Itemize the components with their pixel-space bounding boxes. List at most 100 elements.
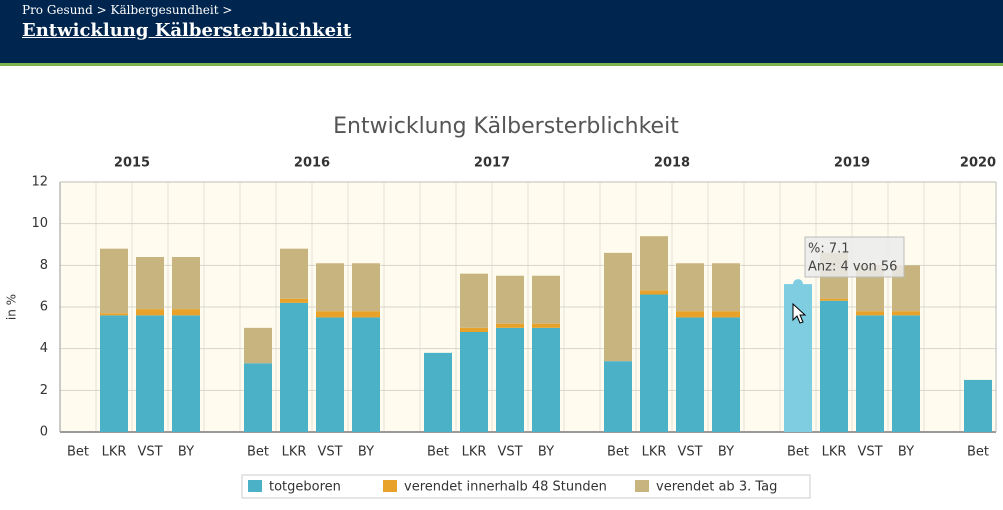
bar-segment	[712, 311, 740, 318]
bar-segment	[496, 323, 524, 328]
bar-segment	[316, 263, 344, 312]
bar-segment	[352, 263, 380, 312]
bar-segment	[280, 248, 308, 299]
x-tick-label: Bet	[607, 445, 629, 460]
x-tick-label: VST	[137, 445, 162, 460]
x-tick-label: Bet	[967, 445, 989, 460]
x-tick-label: VST	[317, 445, 342, 460]
x-tick-label: BY	[898, 445, 914, 460]
year-label: 2016	[294, 156, 330, 171]
bar-segment	[640, 294, 668, 432]
hover-marker	[793, 279, 803, 290]
x-tick-label: Bet	[787, 445, 809, 460]
bar-segment	[352, 317, 380, 432]
bar-segment	[460, 273, 488, 328]
bar-segment	[856, 315, 884, 432]
bar-segment	[640, 236, 668, 291]
bar-segment	[352, 311, 380, 318]
year-label: 2017	[474, 156, 510, 171]
y-tick-label: 10	[31, 216, 48, 231]
bar-segment	[424, 352, 452, 432]
x-tick-label: BY	[718, 445, 734, 460]
bar-segment	[316, 317, 344, 432]
y-tick-label: 0	[40, 425, 48, 440]
bar-segment	[820, 298, 848, 301]
x-tick-label: VST	[497, 445, 522, 460]
bar-segment	[244, 327, 272, 364]
legend-label: verendet innerhalb 48 Stunden	[404, 480, 607, 495]
bar-segment	[676, 311, 704, 318]
bar-segment	[100, 248, 128, 314]
bar-segment	[280, 298, 308, 303]
breadcrumb[interactable]: Pro Gesund > Kälbergesundheit >	[22, 3, 233, 17]
x-tick-label: BY	[358, 445, 374, 460]
bar-segment	[172, 309, 200, 316]
bar-segment	[460, 332, 488, 432]
legend-swatch	[248, 480, 262, 492]
x-tick-label: LKR	[642, 445, 667, 460]
bar-segment	[532, 323, 560, 328]
tooltip-box	[804, 236, 905, 278]
bar-segment	[136, 257, 164, 310]
bar-segment	[676, 263, 704, 312]
chart-title: Entwicklung Kälbersterblichkeit	[333, 114, 679, 139]
year-label: 2020	[960, 156, 996, 171]
x-tick-label: VST	[857, 445, 882, 460]
header: Pro Gesund > Kälbergesundheit > Entwickl…	[0, 0, 1003, 66]
bar-segment	[172, 315, 200, 432]
y-tick-label: 6	[40, 300, 48, 315]
bar-segment	[532, 327, 560, 432]
year-label: 2019	[834, 156, 870, 171]
x-tick-label: VST	[677, 445, 702, 460]
bar-segment	[640, 290, 668, 295]
year-label: 2015	[114, 156, 150, 171]
tooltip-text: %: 7.1	[808, 242, 850, 257]
bar-segment	[712, 263, 740, 312]
cursor	[792, 302, 807, 324]
legend-swatch	[383, 480, 397, 492]
legend-swatch	[635, 480, 649, 492]
x-tick-label: LKR	[822, 445, 847, 460]
legend-label: totgeboren	[269, 480, 341, 495]
y-tick-label: 2	[40, 383, 48, 398]
year-label: 2018	[654, 156, 690, 171]
bar-segment	[136, 309, 164, 316]
y-axis-label: in %	[5, 294, 19, 320]
x-tick-label: LKR	[282, 445, 307, 460]
bar-segment	[604, 361, 632, 432]
x-tick-label: Bet	[67, 445, 89, 460]
bar-segment	[964, 379, 992, 432]
y-tick-label: 8	[40, 258, 48, 273]
bar-segment	[820, 300, 848, 432]
bar-segment	[136, 315, 164, 432]
bar-segment	[496, 327, 524, 432]
x-tick-label: BY	[538, 445, 554, 460]
tooltip-text: Anz: 4 von 56	[808, 260, 897, 275]
bar-segment	[532, 275, 560, 324]
x-tick-label: Bet	[247, 445, 269, 460]
x-tick-label: Bet	[427, 445, 449, 460]
bar-segment	[892, 315, 920, 432]
bar-segment	[460, 327, 488, 332]
bar-segment	[676, 317, 704, 432]
bar-segment	[856, 311, 884, 316]
bar-segment	[712, 317, 740, 432]
bar-segment	[892, 311, 920, 316]
bar-segment	[244, 363, 272, 432]
bar-segment	[100, 315, 128, 432]
bar-segment	[604, 252, 632, 362]
x-tick-label: BY	[178, 445, 194, 460]
legend-label: verendet ab 3. Tag	[656, 480, 777, 495]
bar-segment	[316, 311, 344, 318]
bar-segment	[172, 257, 200, 310]
bar-segment	[100, 313, 128, 316]
bar-segment	[784, 284, 812, 432]
page-title[interactable]: Entwicklung Kälbersterblichkeit	[22, 20, 352, 41]
x-tick-label: LKR	[462, 445, 487, 460]
x-tick-label: LKR	[102, 445, 127, 460]
bar-segment	[280, 302, 308, 432]
bar-segment	[496, 275, 524, 324]
y-tick-label: 12	[31, 175, 48, 190]
